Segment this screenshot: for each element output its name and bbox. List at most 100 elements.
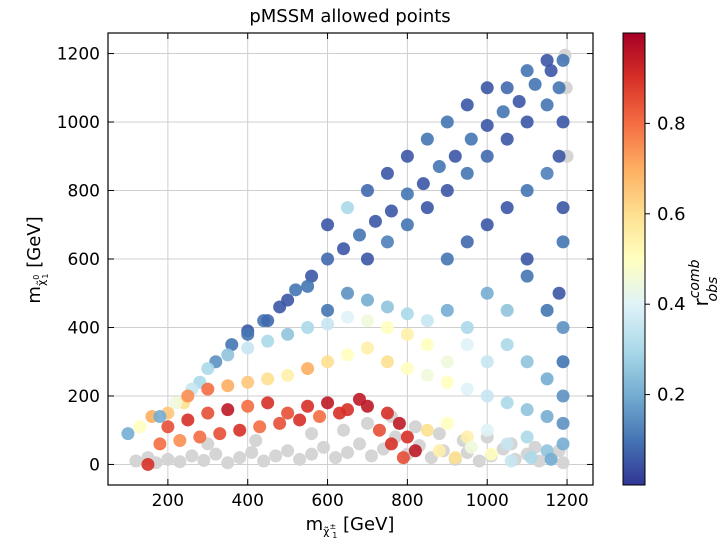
data-point <box>540 410 554 424</box>
data-point <box>400 327 414 341</box>
data-point <box>520 403 534 417</box>
data-point-excluded <box>173 455 187 469</box>
data-point <box>380 300 394 314</box>
data-point <box>440 355 454 369</box>
data-point <box>480 218 494 232</box>
data-point-excluded <box>337 423 351 437</box>
data-point <box>352 228 366 242</box>
data-point-excluded <box>556 456 570 470</box>
data-point <box>253 420 267 434</box>
data-point <box>480 355 494 369</box>
data-point <box>540 166 554 180</box>
data-point <box>440 115 454 129</box>
y-tick-label: 1000 <box>57 113 100 133</box>
data-point <box>544 64 558 78</box>
x-axis: 200 400 600 800 1000 1200 <box>152 33 589 511</box>
data-point <box>448 451 462 465</box>
data-point <box>460 338 474 352</box>
y-tick-label: 1200 <box>57 45 100 65</box>
data-point <box>464 132 478 146</box>
data-point <box>448 149 462 163</box>
data-point <box>520 184 534 198</box>
data-point <box>301 362 315 376</box>
data-point <box>396 451 410 465</box>
data-point <box>504 454 518 468</box>
colorbar-tick-label: 0.4 <box>657 294 686 315</box>
data-point <box>500 396 514 410</box>
data-point <box>301 399 315 413</box>
data-point <box>301 279 315 293</box>
data-point-excluded <box>269 449 283 463</box>
data-point <box>556 416 570 430</box>
data-point-excluded <box>352 437 366 451</box>
data-point <box>540 98 554 112</box>
data-point <box>520 64 534 78</box>
data-point <box>416 177 430 191</box>
x-tick-label: 800 <box>391 491 423 511</box>
data-point <box>261 396 275 410</box>
x-tick-label: 200 <box>152 491 184 511</box>
colorbar-ticks: 0.2 0.4 0.6 0.8 <box>645 113 686 406</box>
data-point <box>400 187 414 201</box>
data-point <box>352 392 366 406</box>
data-point <box>153 410 167 424</box>
data-point <box>201 406 215 420</box>
data-point <box>480 118 494 132</box>
data-point <box>281 368 295 382</box>
colorbar-tick-label: 0.6 <box>657 204 686 225</box>
data-point-excluded <box>360 416 374 430</box>
data-point <box>420 201 434 215</box>
data-point <box>241 341 255 355</box>
data-point <box>153 437 167 451</box>
data-point <box>301 320 315 334</box>
data-point-excluded <box>408 420 422 434</box>
data-point <box>420 338 434 352</box>
data-point <box>420 132 434 146</box>
colorbar-label: rcomb obs <box>687 259 721 306</box>
data-point <box>181 413 195 427</box>
data-point-excluded <box>364 449 378 463</box>
data-point <box>500 437 514 451</box>
colorbar-label-sub: obs <box>705 277 721 302</box>
data-point <box>193 430 207 444</box>
data-point <box>420 368 434 382</box>
y-axis: 0 200 400 600 800 1000 1200 <box>57 45 593 475</box>
data-point <box>440 416 454 430</box>
data-point <box>321 252 335 266</box>
y-axis-label-base: m <box>24 286 45 304</box>
data-point <box>305 269 319 283</box>
data-point <box>464 440 478 454</box>
data-point <box>384 204 398 218</box>
data-point <box>400 218 414 232</box>
data-point <box>241 399 255 413</box>
data-point-excluded <box>472 454 486 468</box>
data-point <box>420 314 434 328</box>
data-point <box>460 166 474 180</box>
data-point <box>321 317 335 331</box>
y-tick-label: 400 <box>68 318 100 338</box>
colorbar-label-sup: comb <box>687 259 703 298</box>
data-point <box>460 320 474 334</box>
data-point <box>281 327 295 341</box>
data-point-excluded <box>257 454 271 468</box>
data-point-excluded <box>281 444 295 458</box>
data-point <box>496 105 510 119</box>
data-point-excluded <box>221 456 235 470</box>
data-point <box>221 348 235 362</box>
data-point <box>201 362 215 376</box>
data-point <box>512 94 526 108</box>
data-point <box>460 430 474 444</box>
data-point <box>281 293 295 307</box>
data-point <box>121 427 135 441</box>
data-point <box>368 214 382 228</box>
data-point <box>520 252 534 266</box>
data-point <box>540 53 554 67</box>
data-point-excluded <box>432 427 446 441</box>
x-axis-label-unit: [GeV] <box>337 514 394 535</box>
data-point <box>556 115 570 129</box>
data-point <box>225 338 239 352</box>
data-point <box>380 406 394 420</box>
data-point <box>380 166 394 180</box>
data-point <box>552 81 566 95</box>
data-point <box>173 433 187 447</box>
